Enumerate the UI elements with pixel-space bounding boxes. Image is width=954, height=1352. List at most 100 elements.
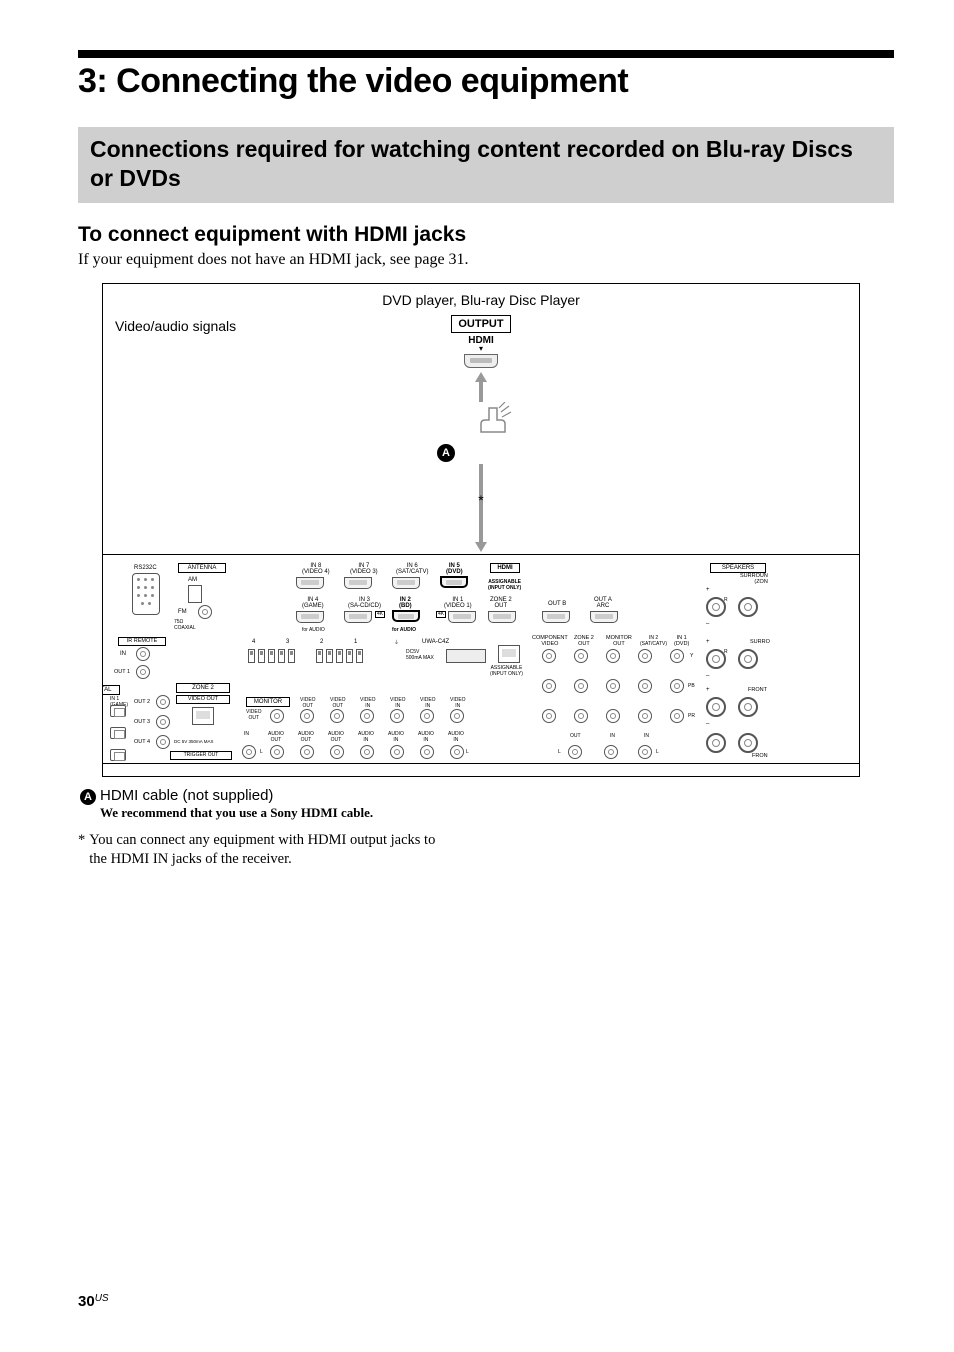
digital-box: DIGITAL <box>102 685 120 695</box>
spk-front-r <box>706 697 726 717</box>
out1-label: OUT 1 <box>114 669 130 675</box>
outb-label: OUT B <box>548 601 566 607</box>
zone2-out-label: ZONE 2 OUT <box>490 597 512 609</box>
z2-out4 <box>156 735 170 749</box>
footnote-mark: * <box>78 831 85 869</box>
comp-in1-label: IN 1 (DVD) <box>674 635 689 647</box>
rs232c-label: RS232C <box>134 565 157 571</box>
ir-remote-box: IR REMOTE <box>118 637 166 647</box>
fm-jack <box>198 605 212 619</box>
speakers-box: SPEAKERS <box>710 563 766 573</box>
usb-port <box>446 649 486 663</box>
fm-label: FM <box>178 609 187 615</box>
page-number-value: 30 <box>78 1293 95 1310</box>
page-number: 30US <box>78 1293 109 1310</box>
hdmi-zone2-out <box>488 611 516 623</box>
z2-out2 <box>156 695 170 709</box>
hdmi-in1 <box>448 611 476 623</box>
hdmi-in8 <box>296 577 324 589</box>
hdmi-out-a <box>590 611 618 623</box>
hdmi-in4 <box>296 611 324 623</box>
zone2-box: ZONE 2 <box>176 683 230 693</box>
trigger-box: TRIGGER OUT <box>170 751 232 760</box>
hdmi-plug-icon <box>475 402 515 442</box>
footnote: * You can connect any equipment with HDM… <box>78 831 438 869</box>
video-out-box: VIDEO OUT <box>176 695 230 705</box>
arrow-down <box>476 522 486 552</box>
spk-surr-l+ <box>738 597 758 617</box>
legend: A HDMI cable (not supplied) We recommend… <box>80 787 894 821</box>
ir-in-jack <box>136 647 150 661</box>
legend-title: HDMI cable (not supplied) <box>100 787 273 804</box>
arrow-up <box>476 372 486 402</box>
comp-in2-label: IN 2 (SAT/CATV) <box>640 635 667 647</box>
component-label: COMPONENT VIDEO <box>532 635 568 647</box>
sub-heading: To connect equipment with HDMI jacks <box>78 223 894 247</box>
spk-surr2-r <box>706 649 726 669</box>
asterisk-mark: * <box>478 492 483 508</box>
surro-label: SURRO <box>750 639 770 645</box>
spk-fron-l <box>738 733 758 753</box>
marker-a: A <box>437 444 455 462</box>
out2-label: OUT 2 <box>134 699 150 705</box>
monout-label: MONITOR OUT <box>606 635 632 647</box>
k4-in1: 4K <box>436 611 446 618</box>
section-heading-box: Connections required for watching conten… <box>78 127 894 203</box>
monitor-box: MONITOR <box>246 697 290 707</box>
usb-pwr-label: DC5V 500mA MAX <box>406 649 434 661</box>
device-label: DVD player, Blu-ray Disc Player <box>103 292 859 308</box>
hdmi-in6-label: IN 6 (SAT/CATV) <box>396 563 428 575</box>
rs232c-port <box>132 573 160 615</box>
spk-front-l <box>738 697 758 717</box>
am-label: AM <box>188 577 197 583</box>
in-label: IN <box>120 651 126 657</box>
assignable-label: ASSIGNABLE (INPUT ONLY) <box>488 579 521 591</box>
zone2-video-out <box>192 707 214 725</box>
spk-surr-r+ <box>706 597 726 617</box>
optical-in3 <box>110 749 126 761</box>
legend-note: We recommend that you use a Sony HDMI ca… <box>100 805 400 821</box>
for-audio-2: for AUDIO <box>392 627 416 633</box>
fron-label: FRON <box>752 753 768 759</box>
hdmi-in5-label: IN 5 (DVD) <box>446 563 463 575</box>
hdmi-out-b <box>542 611 570 623</box>
front-label: FRONT <box>748 687 767 693</box>
receiver-rear-panel: RS232C ANTENNA AM FM 75Ω COAXIAL IR REMO… <box>102 554 860 764</box>
spk-surr2-l <box>738 649 758 669</box>
outa-label: OUT A ARC <box>594 597 612 609</box>
hdmi-in8-label: IN 8 (VIDEO 4) <box>302 563 330 575</box>
page-number-suffix: US <box>95 1293 109 1304</box>
hdmi-in3 <box>344 611 372 623</box>
out4-label: OUT 4 <box>134 739 150 745</box>
optical-in1 <box>110 705 126 717</box>
out3-label: OUT 3 <box>134 719 150 725</box>
hdmi-in2-label: IN 2 (BD) <box>399 597 412 609</box>
hdmi-in3-label: IN 3 (SA-CD/CD) <box>348 597 381 609</box>
header-rule <box>78 50 894 58</box>
output-label: OUTPUT <box>451 315 510 333</box>
footnote-text: You can connect any equipment with HDMI … <box>89 831 438 869</box>
for-audio-1: for AUDIO <box>302 627 325 633</box>
connection-diagram: DVD player, Blu-ray Disc Player Video/au… <box>102 283 860 777</box>
spk-fron-r <box>706 733 726 753</box>
hdmi-in2 <box>392 610 420 622</box>
section-heading: Connections required for watching conten… <box>90 135 882 193</box>
body-paragraph: If your equipment does not have an HDMI … <box>78 251 894 269</box>
ethernet-port <box>498 645 520 663</box>
am-terminal <box>188 585 202 603</box>
hdmi-in5-highlighted <box>440 576 468 588</box>
k4-in3: 4K <box>375 611 385 618</box>
hdmi-in4-label: IN 4 (GAME) <box>302 597 324 609</box>
page-title: 3: Connecting the video equipment <box>78 62 894 101</box>
hdmi-box: HDMI <box>490 563 520 573</box>
antenna-box: ANTENNA <box>178 563 226 573</box>
optical-in2 <box>110 727 126 739</box>
z2out2-label: ZONE 2 OUT <box>574 635 594 647</box>
device-hdmi-port <box>464 354 498 368</box>
hdmi-in7-label: IN 7 (VIDEO 3) <box>350 563 378 575</box>
hdmi-in1-label: IN 1 (VIDEO 1) <box>444 597 472 609</box>
surround-zone-label: SURROUN (ZON <box>740 573 768 585</box>
assignable2-label: ASSIGNABLE (INPUT ONLY) <box>490 665 523 677</box>
switch-bank-1 <box>246 649 322 671</box>
z2-out3 <box>156 715 170 729</box>
